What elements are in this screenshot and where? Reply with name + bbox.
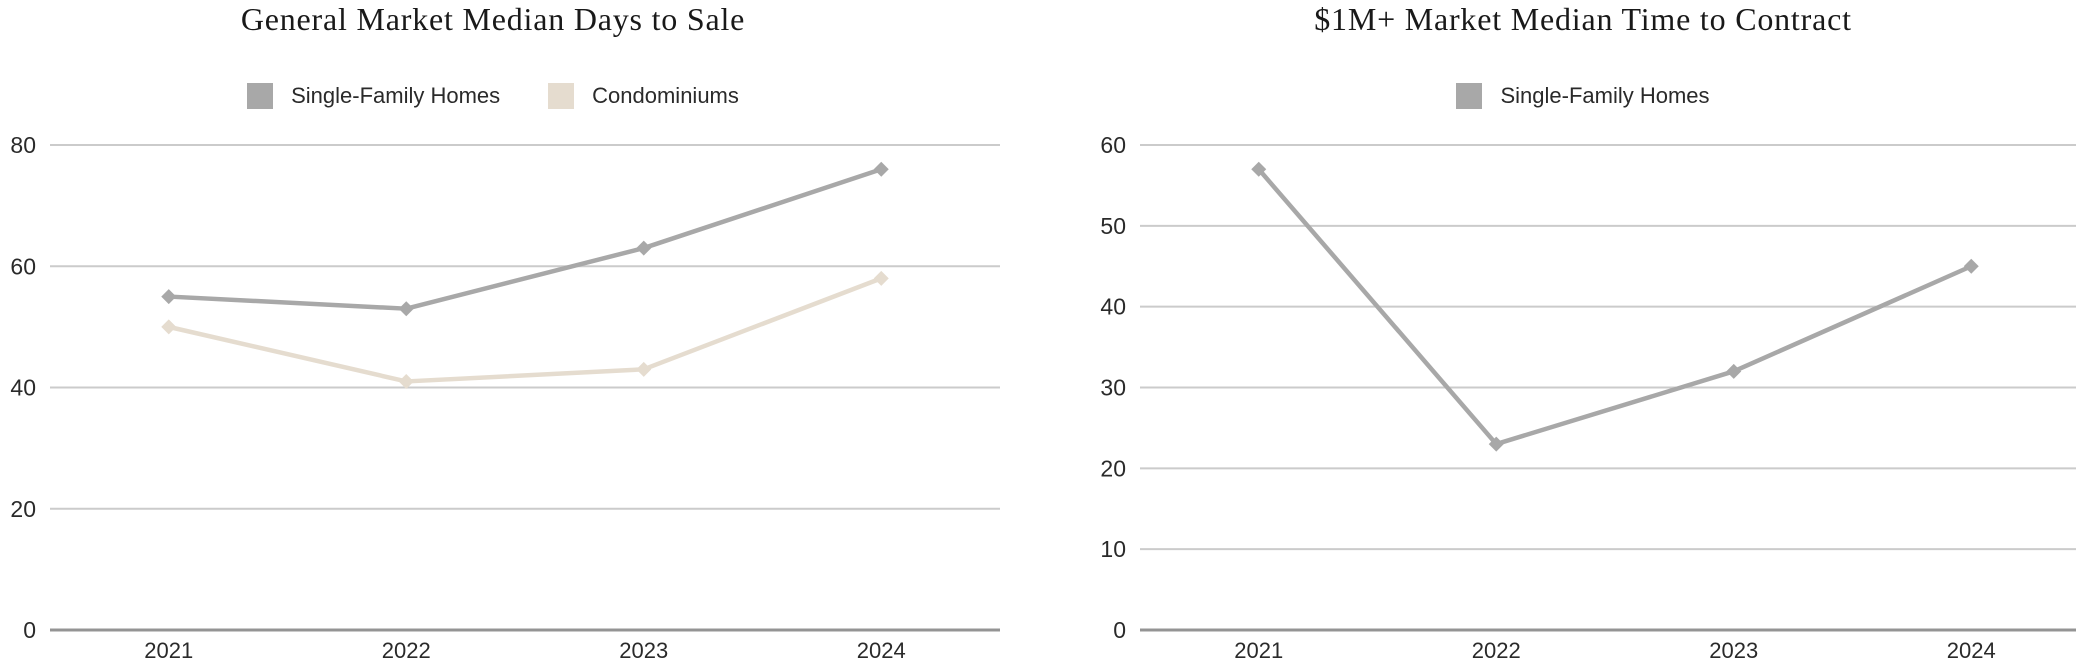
x-tick-label-2024: 2024 (1947, 638, 1996, 663)
line-plot-area: 0 10 20 30 40 50 60 2021 2022 2023 2024 (1100, 132, 2076, 663)
y-tick-label-50: 50 (1100, 213, 1126, 239)
series-line-single-family-homes (1256, 167, 1974, 447)
data-point-condominiums-2022 (398, 373, 414, 389)
y-tick-label-30: 30 (1100, 375, 1126, 401)
legend-label: Single-Family Homes (1500, 83, 1710, 108)
legend-label: Single-Family Homes (291, 83, 501, 108)
data-point-single-family-homes-2023 (1726, 363, 1742, 379)
legend-label: Condominiums (592, 83, 739, 108)
data-point-single-family-homes-2023 (636, 240, 652, 256)
data-point-condominiums-2024 (873, 270, 889, 286)
x-tick-label-2022: 2022 (1472, 638, 1521, 663)
legend: Single-Family Homes (1090, 83, 2076, 109)
data-point-single-family-homes-2022 (398, 301, 414, 317)
series-line-single-family-homes (166, 167, 884, 311)
data-point-single-family-homes-2024 (873, 161, 889, 177)
x-tick-label-2024: 2024 (857, 638, 906, 663)
x-tick-label-2023: 2023 (619, 638, 668, 663)
y-tick-label-40: 40 (1100, 294, 1126, 320)
data-point-single-family-homes-2021 (1251, 161, 1267, 177)
y-tick-label-80: 80 (10, 132, 36, 158)
series-line-condominiums (166, 276, 884, 384)
y-tick-label-10: 10 (1100, 536, 1126, 562)
y-tick-label-20: 20 (10, 496, 36, 522)
line-plot-area: 0 20 40 60 80 2021 2022 2023 2024 (10, 132, 1000, 663)
x-tick-label-2022: 2022 (382, 638, 431, 663)
legend-swatch-single-family-homes (1456, 83, 1483, 109)
x-tick-label-2021: 2021 (1234, 638, 1283, 663)
legend-swatch-single-family-homes (247, 83, 274, 109)
legend-swatch-condominiums (548, 83, 575, 109)
data-point-single-family-homes-2021 (161, 289, 177, 305)
x-tick-label-2021: 2021 (144, 638, 193, 663)
y-tick-label-60: 60 (10, 253, 36, 279)
chart-general-market-median-days-to-sale: General Market Median Days to Sale Singl… (0, 1, 1000, 663)
y-tick-label-40: 40 (10, 375, 36, 401)
legend-item-single-family-homes: Single-Family Homes (247, 83, 500, 109)
y-tick-label-20: 20 (1100, 455, 1126, 481)
data-point-single-family-homes-2022 (1488, 436, 1504, 452)
chart-title: $1M+ Market Median Time to Contract (1314, 1, 1852, 37)
legend: Single-Family Homes Condominiums (0, 83, 986, 109)
y-tick-label-60: 60 (1100, 132, 1126, 158)
data-point-condominiums-2021 (161, 319, 177, 335)
chart-1m-plus-market-median-time-to-contract: $1M+ Market Median Time to Contract Sing… (1038, 0, 2076, 665)
legend-item-single-family-homes: Single-Family Homes (1456, 83, 1710, 109)
data-point-condominiums-2023 (636, 361, 652, 377)
chart-title: General Market Median Days to Sale (240, 1, 746, 37)
y-tick-label-0: 0 (23, 617, 36, 643)
y-tick-label-0: 0 (1113, 617, 1126, 643)
x-tick-label-2023: 2023 (1709, 638, 1758, 663)
data-point-single-family-homes-2024 (1963, 258, 1979, 274)
legend-item-condominiums: Condominiums (548, 83, 739, 109)
